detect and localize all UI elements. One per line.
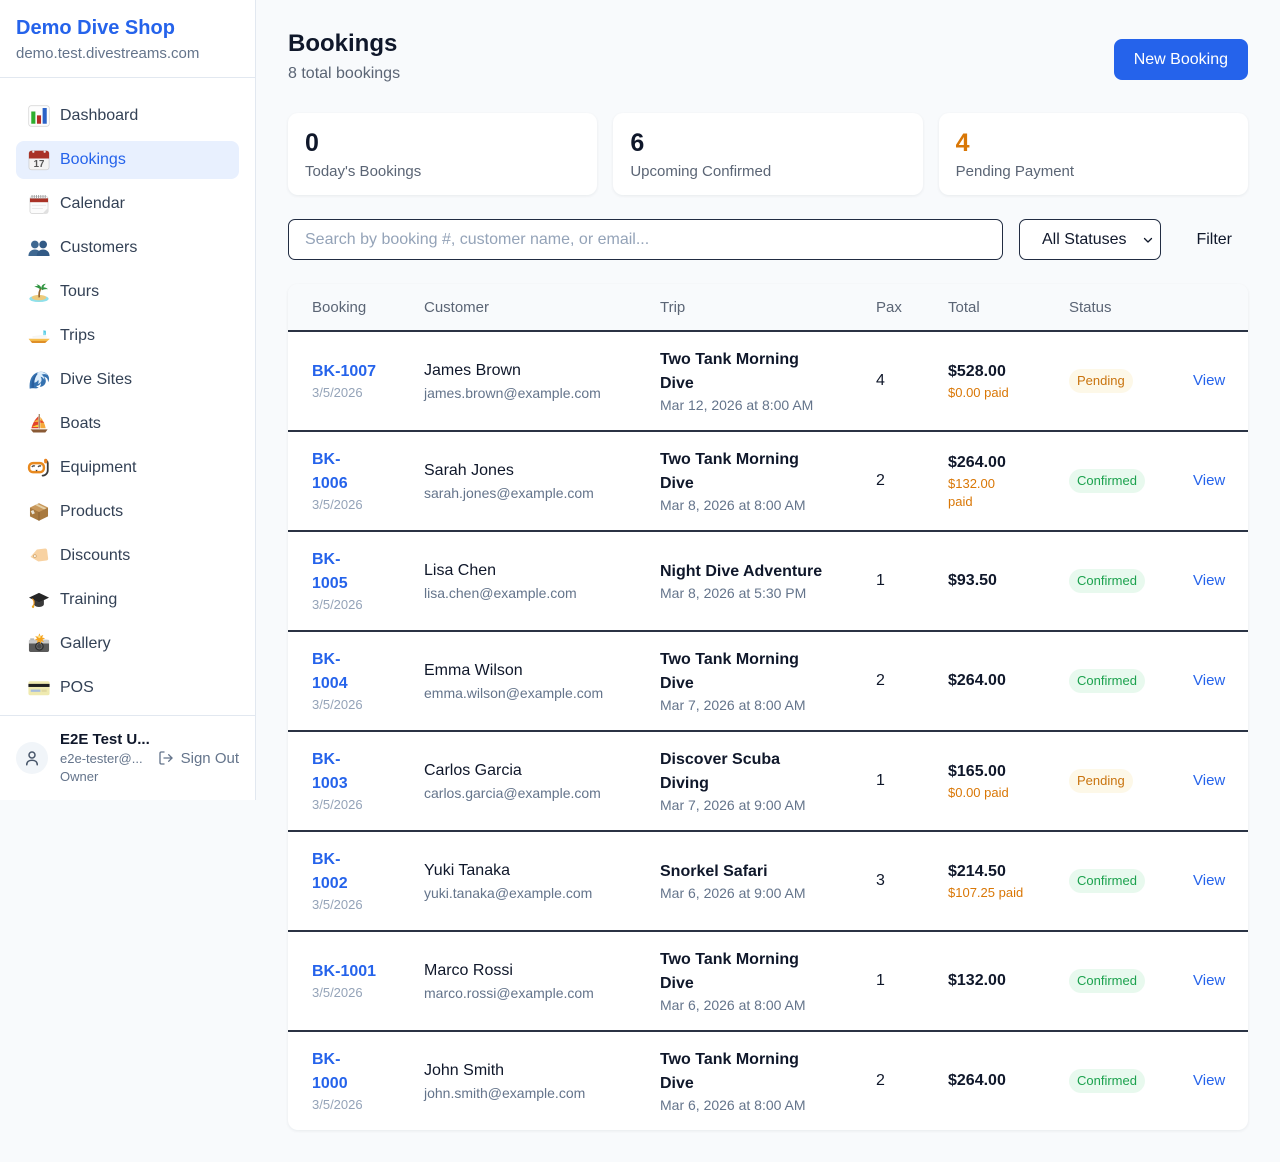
svg-text:17: 17: [34, 159, 45, 170]
